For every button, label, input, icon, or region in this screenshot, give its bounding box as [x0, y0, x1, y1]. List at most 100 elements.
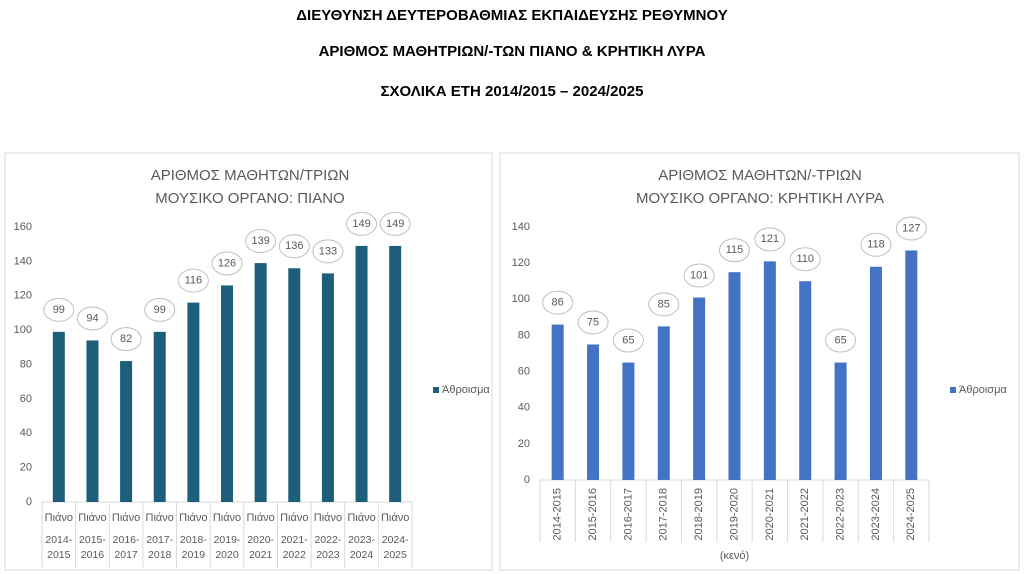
data-label-box: [76, 306, 108, 331]
data-label-box: [245, 229, 277, 254]
y-tick-label: 20: [518, 438, 530, 450]
y-tick-label: 60: [518, 365, 530, 377]
x-tick-label: 2018-2019: [693, 488, 705, 541]
y-tick-label: 120: [512, 257, 530, 269]
data-label-box: [144, 297, 176, 322]
group-label: Πιάνο: [45, 512, 73, 524]
x-tick-label: 2015-2016: [79, 534, 106, 561]
data-label-box: [612, 328, 644, 353]
x-tick-label: 2022-2023: [314, 534, 342, 561]
chart-subtitle: ΜΟΥΣΙΚΟ ΟΡΓΑΝΟ: ΠΙΑΝΟ: [155, 190, 344, 207]
y-tick-label: 140: [512, 221, 530, 233]
data-label-box: [312, 239, 344, 264]
data-label: 121: [761, 233, 779, 245]
data-label-box: [110, 327, 142, 352]
legend-label: Άθροισμα: [442, 384, 490, 396]
bar: [187, 302, 200, 502]
x-tick-label: 2020-2021: [764, 488, 776, 541]
data-label: 82: [120, 333, 132, 345]
bar: [120, 361, 133, 502]
y-tick-label: 0: [524, 474, 530, 486]
x-tick-label: 2016-2017: [112, 534, 140, 561]
legend-swatch: [433, 387, 439, 393]
data-label-box: [211, 251, 243, 276]
group-label: Πιάνο: [381, 512, 409, 524]
data-label: 86: [552, 296, 564, 308]
y-tick-label: 80: [20, 358, 32, 370]
data-label: 149: [352, 218, 370, 230]
x-tick-label: 2019-2020: [213, 534, 241, 561]
group-label: Πιάνο: [347, 512, 375, 524]
y-tick-label: 20: [20, 462, 32, 474]
bar: [869, 266, 882, 480]
x-tick-label: 2017-2018: [146, 534, 174, 561]
data-label: 133: [319, 245, 337, 257]
y-tick-label: 0: [26, 496, 32, 508]
x-tick-label: 2017-2018: [658, 488, 670, 541]
y-tick-label: 40: [518, 402, 530, 414]
data-label-box: [895, 216, 927, 241]
data-label: 94: [86, 312, 98, 324]
bar: [52, 331, 65, 502]
x-tick-label: 2024-2025: [381, 534, 409, 561]
x-tick-label: 2021-2022: [799, 488, 811, 541]
data-label: 139: [251, 235, 269, 247]
y-tick-label: 40: [20, 427, 32, 439]
bar: [221, 285, 233, 502]
bar: [905, 250, 918, 480]
data-label: 101: [690, 269, 708, 281]
chart-subtitle: ΜΟΥΣΙΚΟ ΟΡΓΑΝΟ: ΚΡΗΤΙΚΗ ΛΥΡΑ: [636, 190, 884, 207]
data-label-box: [648, 292, 680, 317]
bar: [693, 297, 706, 480]
bar: [587, 344, 600, 480]
data-label-box: [177, 268, 209, 293]
data-label: 116: [185, 275, 203, 287]
y-tick-label: 160: [14, 221, 32, 233]
data-label: 115: [726, 244, 744, 256]
x-tick-label: 2015-2016: [587, 488, 599, 541]
bar: [86, 340, 99, 502]
x-tick-label: 2020-2021: [247, 534, 275, 561]
x-tick-label: 2023-2024: [870, 488, 882, 541]
data-label-box: [346, 211, 378, 236]
x-tick-label: 2022-2023: [834, 488, 846, 541]
page-title: ΔΙΕΥΘΥΝΣΗ ΔΕΥΤΕΡΟΒΑΘΜΙΑΣ ΕΚΠΑΙΔΕΥΣΗΣ ΡΕΘ…: [296, 7, 727, 24]
legend-swatch: [950, 387, 956, 393]
x-axis-label: (κενό): [720, 550, 749, 562]
data-label-box: [860, 232, 892, 257]
data-label: 110: [796, 253, 814, 265]
page-title: ΣΧΟΛΙΚΑ ΕΤΗ 2014/2015 – 2024/2025: [381, 83, 644, 100]
legend-label: Άθροισμα: [959, 384, 1007, 396]
chart-title: ΑΡΙΘΜΟΣ ΜΑΘΗΤΩΝ/ΤΡΙΩΝ: [151, 167, 350, 184]
group-label: Πιάνο: [179, 512, 207, 524]
data-label-box: [789, 247, 821, 272]
bar: [153, 331, 166, 502]
x-tick-label: 2024-2025: [905, 488, 917, 541]
group-label: Πιάνο: [246, 512, 274, 524]
data-label-box: [683, 263, 715, 288]
data-label: 136: [285, 240, 303, 252]
x-tick-label: 2019-2020: [728, 488, 740, 541]
data-label-box: [825, 328, 857, 353]
page-title: ΑΡΙΘΜΟΣ ΜΑΘΗΤΡΙΩΝ/-ΤΩΝ ΠΙΑΝΟ & ΚΡΗΤΙΚΗ Λ…: [319, 43, 706, 60]
group-label: Πιάνο: [280, 512, 308, 524]
chart-title: ΑΡΙΘΜΟΣ ΜΑΘΗΤΩΝ/-ΤΡΙΩΝ: [658, 167, 862, 184]
data-label: 99: [154, 304, 166, 316]
bar: [728, 272, 741, 480]
x-tick-label: 2021-2022: [280, 534, 308, 561]
bar: [254, 263, 267, 502]
data-label: 85: [658, 298, 670, 310]
data-label: 65: [622, 334, 634, 346]
bar: [622, 362, 635, 480]
bar: [551, 324, 564, 480]
data-label: 65: [834, 334, 846, 346]
bar: [355, 245, 368, 502]
y-tick-label: 100: [512, 293, 530, 305]
bar: [389, 245, 402, 502]
data-label: 126: [218, 257, 236, 269]
group-label: Πιάνο: [213, 512, 241, 524]
group-label: Πιάνο: [112, 512, 140, 524]
data-label-box: [379, 211, 411, 236]
